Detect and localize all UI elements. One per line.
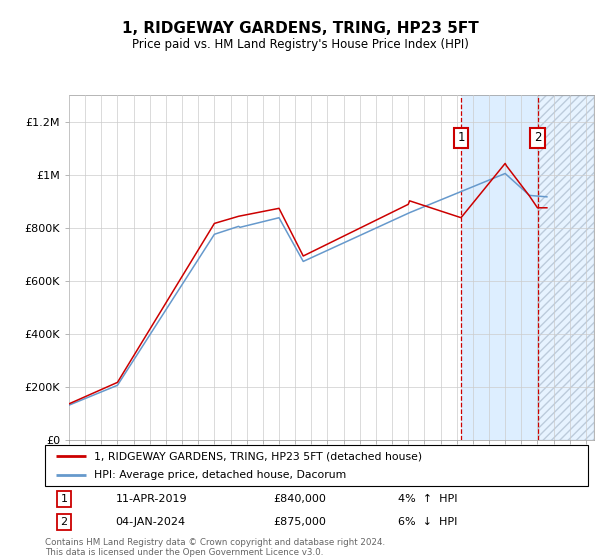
Text: 1, RIDGEWAY GARDENS, TRING, HP23 5FT (detached house): 1, RIDGEWAY GARDENS, TRING, HP23 5FT (de…: [94, 451, 422, 461]
FancyBboxPatch shape: [45, 445, 588, 486]
Text: 2: 2: [534, 131, 541, 144]
Text: HPI: Average price, detached house, Dacorum: HPI: Average price, detached house, Daco…: [94, 470, 346, 479]
Text: £840,000: £840,000: [273, 494, 326, 504]
Text: Price paid vs. HM Land Registry's House Price Index (HPI): Price paid vs. HM Land Registry's House …: [131, 38, 469, 51]
Text: 1, RIDGEWAY GARDENS, TRING, HP23 5FT: 1, RIDGEWAY GARDENS, TRING, HP23 5FT: [122, 21, 478, 36]
Text: 1: 1: [457, 131, 465, 144]
Text: 04-JAN-2024: 04-JAN-2024: [116, 517, 186, 528]
Text: 11-APR-2019: 11-APR-2019: [116, 494, 187, 504]
Text: 4%  ↑  HPI: 4% ↑ HPI: [398, 494, 457, 504]
Text: £875,000: £875,000: [273, 517, 326, 528]
Text: Contains HM Land Registry data © Crown copyright and database right 2024.
This d: Contains HM Land Registry data © Crown c…: [45, 538, 385, 557]
Bar: [538, 95, 594, 440]
Text: 6%  ↓  HPI: 6% ↓ HPI: [398, 517, 457, 528]
Bar: [461, 95, 538, 440]
Text: 1: 1: [61, 494, 68, 504]
Text: 2: 2: [61, 517, 68, 528]
